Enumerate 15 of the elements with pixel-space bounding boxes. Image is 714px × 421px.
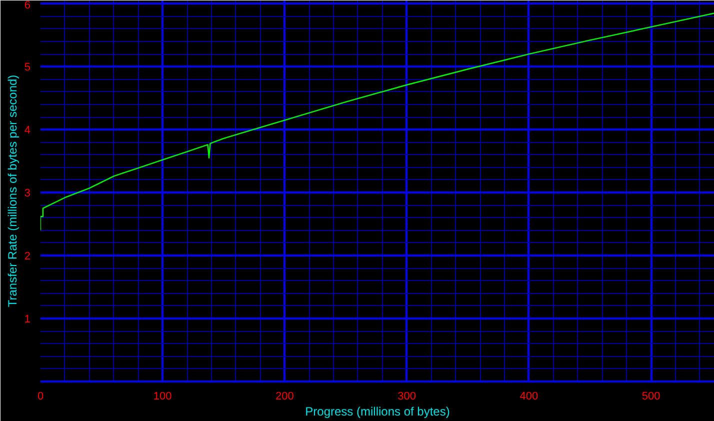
y-tick-label: 2 <box>24 250 31 263</box>
y-tick-label: 1 <box>24 314 31 326</box>
y-axis-title: Transfer Rate (millions of bytes per second) <box>5 74 20 308</box>
x-tick-label: 0 <box>37 390 44 402</box>
y-tick-label: 4 <box>24 124 31 137</box>
x-tick-label: 400 <box>520 390 538 402</box>
line-series <box>40 12 714 231</box>
x-tick-label: 200 <box>276 390 294 402</box>
x-tick-label: 300 <box>398 390 416 402</box>
x-tick-label: 500 <box>642 390 660 402</box>
y-tick-label: 3 <box>24 188 31 200</box>
y-tick-label: 5 <box>24 62 31 74</box>
y-tick-label: 6 <box>24 0 31 12</box>
x-axis-title: Progress (millions of bytes) <box>305 404 450 418</box>
x-tick-label: 100 <box>153 390 172 402</box>
